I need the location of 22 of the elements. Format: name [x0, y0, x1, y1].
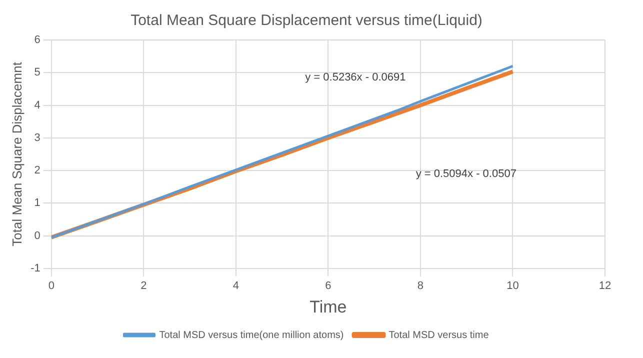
- x-tick-label: 12: [598, 280, 612, 292]
- x-axis-title: Time: [310, 297, 347, 316]
- x-tick-label: 6: [325, 280, 332, 292]
- annotation: y = 0.5094x - 0.0507: [416, 168, 516, 180]
- legend-label: Total MSD versus time: [388, 330, 490, 341]
- x-tick-label: 2: [140, 280, 147, 292]
- annotation: y = 0.5236x - 0.0691: [305, 72, 406, 84]
- y-tick-label: 0: [34, 230, 40, 242]
- x-tick-label: 0: [48, 280, 54, 292]
- y-axis-title: Total Mean Square Displacemnt: [9, 62, 24, 246]
- y-tick-label: -1: [30, 262, 40, 274]
- y-tick-label: 6: [34, 34, 40, 46]
- y-tick-label: 4: [34, 99, 40, 112]
- y-tick-label: 1: [34, 197, 40, 210]
- legend-label: Total MSD versus time(one million atoms): [159, 330, 344, 341]
- x-tick-label: 4: [232, 280, 239, 292]
- chart-title: Total Mean Square Displacement versus time(Liquid): [130, 12, 482, 30]
- x-tick-label: 8: [417, 280, 424, 292]
- y-tick-label: 3: [34, 132, 40, 144]
- y-tick-label: 5: [34, 66, 40, 79]
- x-tick-label: 10: [506, 280, 519, 292]
- y-tick-label: 2: [34, 164, 40, 177]
